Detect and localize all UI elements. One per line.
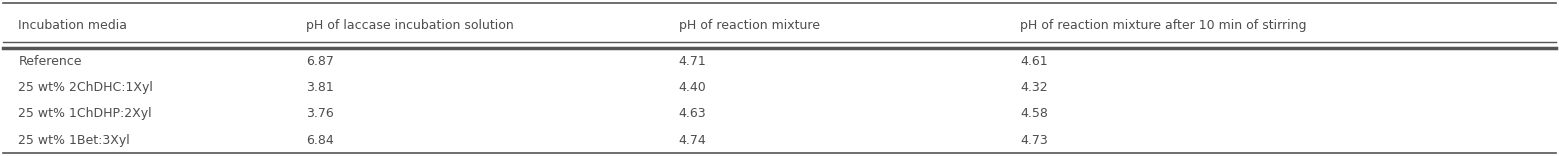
Text: 4.74: 4.74 [678,134,706,146]
Text: 4.71: 4.71 [678,55,706,68]
Text: 6.87: 6.87 [306,55,334,68]
Text: pH of reaction mixture after 10 min of stirring: pH of reaction mixture after 10 min of s… [1020,19,1306,32]
Text: Incubation media: Incubation media [19,19,128,32]
Text: pH of laccase incubation solution: pH of laccase incubation solution [306,19,513,32]
Text: 3.81: 3.81 [306,81,334,94]
Text: pH of reaction mixture: pH of reaction mixture [678,19,820,32]
Text: 25 wt% 2ChDHC:1Xyl: 25 wt% 2ChDHC:1Xyl [19,81,153,94]
Text: 25 wt% 1ChDHP:2Xyl: 25 wt% 1ChDHP:2Xyl [19,107,151,120]
Text: 4.61: 4.61 [1020,55,1048,68]
Text: 4.40: 4.40 [678,81,706,94]
Text: 4.32: 4.32 [1020,81,1048,94]
Text: 4.58: 4.58 [1020,107,1048,120]
Text: 4.63: 4.63 [678,107,706,120]
Text: 25 wt% 1Bet:3Xyl: 25 wt% 1Bet:3Xyl [19,134,129,146]
Text: 6.84: 6.84 [306,134,334,146]
Text: 4.73: 4.73 [1020,134,1048,146]
Text: Reference: Reference [19,55,81,68]
Text: 3.76: 3.76 [306,107,334,120]
